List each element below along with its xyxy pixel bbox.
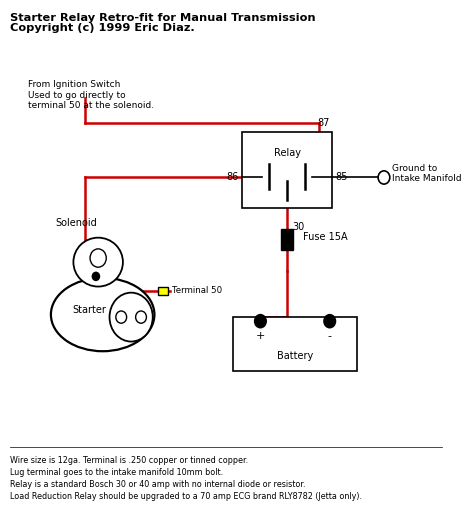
Circle shape bbox=[255, 314, 266, 328]
Ellipse shape bbox=[73, 238, 123, 287]
Text: Terminal 50: Terminal 50 bbox=[173, 286, 223, 295]
Text: Starter: Starter bbox=[72, 306, 106, 315]
Text: Wire size is 12ga. Terminal is .250 copper or tinned copper.: Wire size is 12ga. Terminal is .250 copp… bbox=[10, 456, 248, 464]
Text: 86: 86 bbox=[226, 173, 238, 182]
Bar bbox=[233, 317, 357, 371]
Text: From Ignition Switch
Used to go directly to
terminal 50 at the solenoid.: From Ignition Switch Used to go directly… bbox=[28, 80, 155, 110]
Circle shape bbox=[92, 272, 100, 281]
Text: 85: 85 bbox=[336, 173, 348, 182]
Bar bbox=[281, 229, 293, 250]
Bar bbox=[158, 287, 168, 295]
Circle shape bbox=[90, 249, 106, 267]
Text: Fuse 15A: Fuse 15A bbox=[303, 232, 348, 242]
Text: Lug terminal goes to the intake manifold 10mm bolt.: Lug terminal goes to the intake manifold… bbox=[10, 468, 224, 477]
Circle shape bbox=[378, 171, 390, 184]
Circle shape bbox=[136, 311, 146, 323]
Text: Load Reduction Relay should be upgraded to a 70 amp ECG brand RLY8782 (Jetta onl: Load Reduction Relay should be upgraded … bbox=[10, 492, 363, 501]
Text: Ground to
Intake Manifold: Ground to Intake Manifold bbox=[392, 164, 462, 183]
Text: Relay: Relay bbox=[273, 148, 301, 158]
Ellipse shape bbox=[51, 278, 155, 351]
Text: Starter Relay Retro-fit for Manual Transmission: Starter Relay Retro-fit for Manual Trans… bbox=[10, 13, 316, 23]
Text: Battery: Battery bbox=[277, 351, 313, 360]
Text: Relay is a standard Bosch 30 or 40 amp with no internal diode or resistor.: Relay is a standard Bosch 30 or 40 amp w… bbox=[10, 480, 306, 489]
Text: +: + bbox=[256, 331, 265, 341]
Circle shape bbox=[109, 293, 153, 342]
Circle shape bbox=[116, 311, 127, 323]
Text: Solenoid: Solenoid bbox=[55, 218, 97, 228]
Text: 30: 30 bbox=[292, 222, 305, 232]
Bar bbox=[242, 132, 332, 208]
Text: Copyright (c) 1999 Eric Diaz.: Copyright (c) 1999 Eric Diaz. bbox=[10, 23, 195, 33]
Text: 87: 87 bbox=[318, 118, 330, 128]
Text: -: - bbox=[328, 331, 332, 341]
Circle shape bbox=[324, 314, 336, 328]
